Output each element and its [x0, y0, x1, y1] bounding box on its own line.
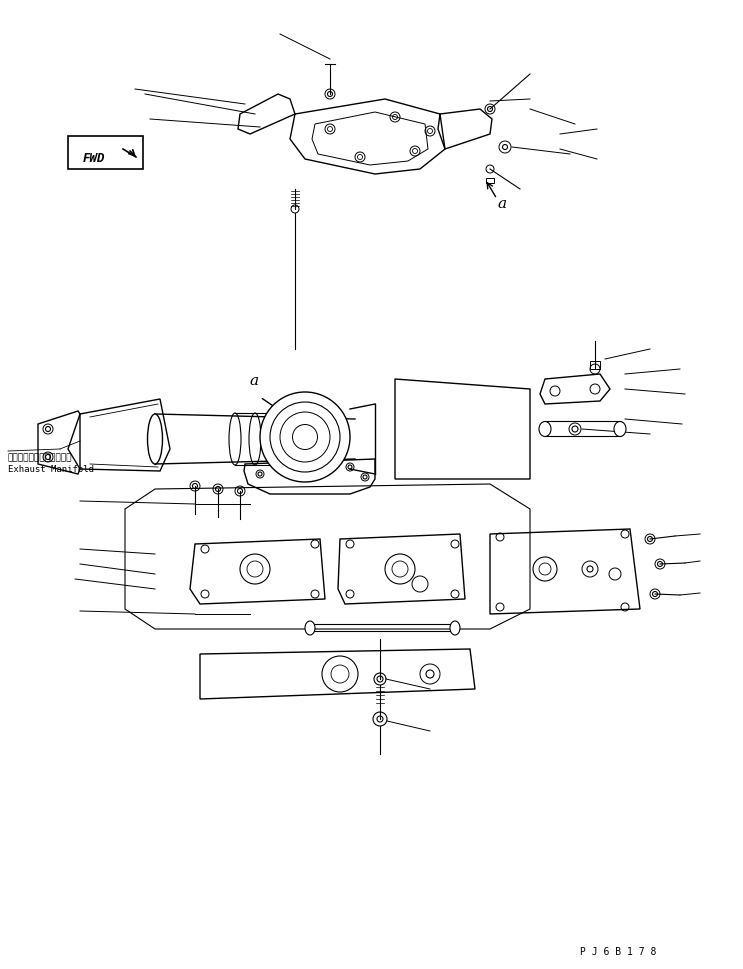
- Bar: [486, 179, 494, 184]
- Text: a: a: [497, 197, 506, 211]
- Text: P J 6 B 1 7 8: P J 6 B 1 7 8: [580, 946, 656, 956]
- Ellipse shape: [614, 422, 626, 437]
- Ellipse shape: [450, 621, 460, 636]
- Text: Exhaust Manifold: Exhaust Manifold: [8, 464, 94, 474]
- Ellipse shape: [280, 413, 330, 462]
- Text: エキゾーストマニホールド: エキゾーストマニホールド: [8, 453, 73, 461]
- Text: a: a: [249, 374, 258, 388]
- Bar: [68, 137, 143, 170]
- Ellipse shape: [305, 621, 315, 636]
- Ellipse shape: [293, 425, 317, 450]
- Bar: [590, 361, 600, 369]
- Ellipse shape: [270, 402, 340, 473]
- Ellipse shape: [539, 422, 551, 437]
- Ellipse shape: [260, 392, 350, 483]
- Text: FWD: FWD: [83, 152, 106, 165]
- Ellipse shape: [148, 415, 163, 464]
